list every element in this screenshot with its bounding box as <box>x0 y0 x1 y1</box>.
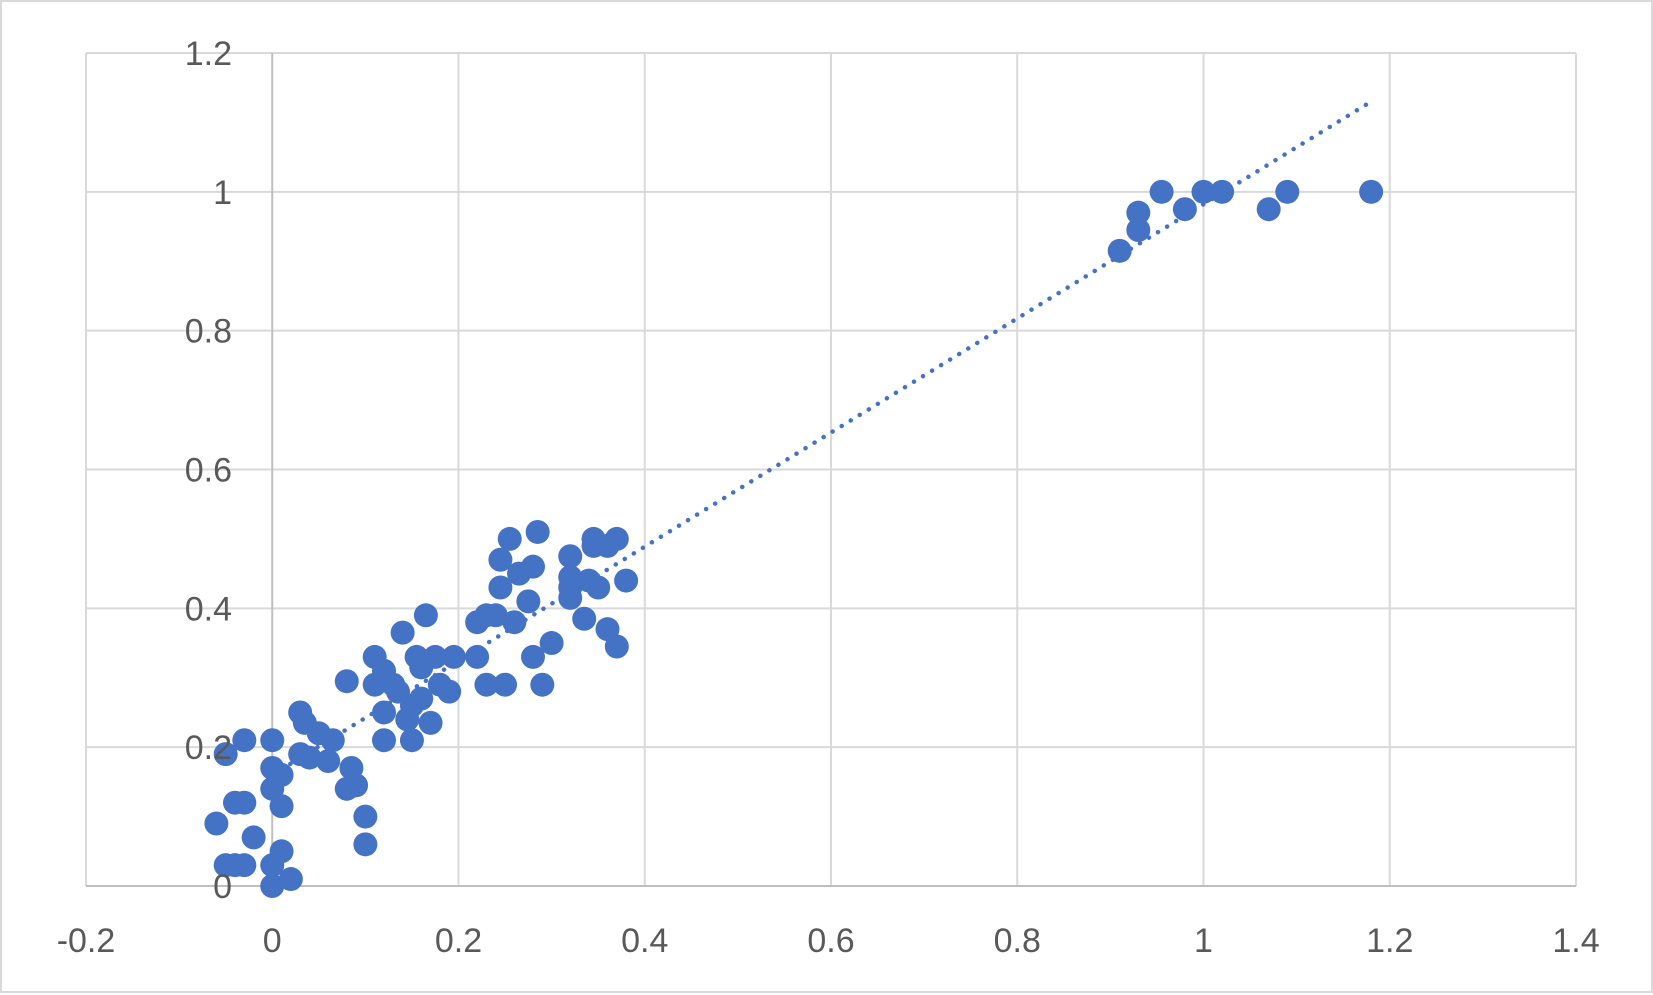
x-tick-label: 1.2 <box>1366 922 1413 960</box>
data-point <box>413 603 438 628</box>
data-point <box>269 762 294 787</box>
trendline-layer <box>270 99 1374 778</box>
x-tick-label: -0.2 <box>57 922 116 960</box>
y-tick-label: 0.2 <box>185 729 232 767</box>
x-tick-label: 0 <box>263 922 282 960</box>
data-points <box>204 179 1384 898</box>
data-point <box>344 773 369 798</box>
data-point <box>269 839 294 864</box>
x-tick-label: 0.6 <box>807 922 854 960</box>
data-point <box>269 794 294 819</box>
data-point <box>1126 200 1151 225</box>
x-tick-label: 1.4 <box>1552 922 1599 960</box>
data-point <box>488 575 513 600</box>
data-point <box>260 874 285 898</box>
data-point <box>521 644 545 669</box>
data-point <box>614 568 639 593</box>
data-point <box>213 742 238 767</box>
data-point <box>572 606 597 631</box>
y-tick-label: 0 <box>213 868 232 906</box>
y-axis-ticks: 0 0.2 0.4 0.6 0.8 1 1.2 <box>185 35 232 906</box>
data-point <box>278 867 303 892</box>
data-point <box>241 825 266 850</box>
data-point <box>525 519 550 544</box>
data-point <box>465 644 490 669</box>
data-point <box>1191 179 1216 204</box>
data-point <box>497 526 522 551</box>
data-point <box>474 672 499 697</box>
data-point <box>437 679 462 704</box>
data-point <box>502 610 527 635</box>
data-point <box>372 728 396 753</box>
data-point <box>441 644 466 669</box>
data-point <box>232 853 257 878</box>
trendline <box>270 99 1374 778</box>
x-tick-label: 1 <box>1194 922 1213 960</box>
data-point <box>260 728 285 753</box>
data-point <box>586 575 611 600</box>
data-point <box>530 672 555 697</box>
data-point <box>1359 179 1384 204</box>
y-tick-label: 0.4 <box>185 590 232 628</box>
y-tick-label: 0.6 <box>185 452 232 490</box>
data-point <box>232 728 257 753</box>
data-point <box>1107 238 1132 263</box>
data-point <box>1149 179 1174 204</box>
data-point <box>372 700 396 725</box>
data-point <box>320 728 345 753</box>
data-point <box>558 544 583 569</box>
data-point <box>409 686 434 711</box>
data-point <box>604 526 629 551</box>
data-point <box>232 790 257 815</box>
x-axis-ticks: -0.2 0 0.2 0.4 0.6 0.8 1 1.2 1.4 <box>57 922 1600 960</box>
data-point <box>1275 179 1300 204</box>
data-point <box>353 804 378 829</box>
x-tick-label: 0.4 <box>621 922 668 960</box>
data-point <box>1256 197 1281 222</box>
data-point <box>604 634 629 659</box>
data-point <box>493 672 518 697</box>
data-point <box>204 811 229 836</box>
data-point <box>297 745 322 770</box>
data-point <box>316 749 341 774</box>
data-point <box>1126 218 1151 243</box>
data-point <box>1210 179 1235 204</box>
x-tick-label: 0.2 <box>435 922 482 960</box>
data-point <box>399 728 424 753</box>
data-point <box>558 585 583 610</box>
data-point <box>516 589 541 614</box>
data-point <box>1172 197 1197 222</box>
data-point <box>423 644 448 669</box>
data-point <box>488 547 513 572</box>
data-point <box>334 669 359 694</box>
data-point <box>418 710 443 735</box>
data-point <box>539 631 564 656</box>
y-tick-label: 0.8 <box>185 313 232 351</box>
y-tick-label: 1.2 <box>185 35 232 73</box>
x-tick-label: 0.8 <box>994 922 1041 960</box>
data-point <box>483 603 508 628</box>
data-point <box>521 554 545 579</box>
data-point <box>390 620 415 645</box>
data-point <box>353 832 378 857</box>
y-tick-label: 1 <box>213 174 232 212</box>
